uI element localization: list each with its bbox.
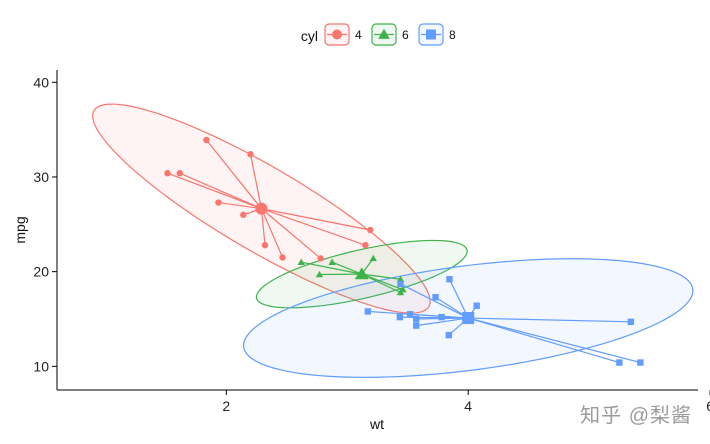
legend-item-4: 4 [324, 23, 362, 46]
segment-cyl-6 [331, 261, 363, 275]
legend-key-marker [426, 29, 436, 40]
segment-cyl-4 [218, 201, 262, 210]
point-cyl-4 [362, 241, 369, 249]
legend-item-6: 6 [371, 23, 409, 46]
segment-cyl-4 [261, 208, 366, 246]
point-cyl-4 [279, 254, 286, 261]
point-cyl-6 [297, 258, 305, 265]
segment-cyl-8 [468, 317, 620, 364]
point-cyl-8 [627, 318, 635, 326]
y-tick-label: 10 [33, 358, 49, 374]
segment-cyl-4 [261, 208, 371, 231]
segment-cyl-4 [261, 208, 322, 259]
segment-cyl-8 [367, 310, 469, 319]
segment-cyl-8 [448, 278, 469, 319]
y-tick-label: 20 [33, 264, 49, 280]
point-cyl-4 [247, 151, 254, 158]
y-tick-label: 40 [33, 74, 49, 90]
segment-cyl-4 [179, 172, 262, 210]
point-cyl-4 [240, 211, 247, 219]
watermark: 知乎 @梨酱 [580, 405, 692, 427]
legend-label: 8 [449, 28, 456, 42]
segment-cyl-6 [361, 273, 401, 294]
point-cyl-8 [473, 302, 480, 309]
point-cyl-8 [364, 308, 372, 315]
segment-cyl-8 [468, 317, 631, 323]
segment-cyl-8 [468, 317, 641, 364]
point-cyl-8 [637, 359, 644, 366]
point-cyl-4 [203, 136, 210, 144]
point-cyl-8 [438, 313, 445, 321]
segment-cyl-4 [260, 208, 266, 246]
y-axis-title: mpg [12, 216, 28, 243]
x-axis-title: wt [369, 416, 384, 432]
centroid-cyl-4 [255, 202, 268, 215]
x-tick-label: 2 [222, 398, 230, 414]
point-cyl-8 [616, 359, 623, 366]
point-cyl-8 [396, 313, 404, 321]
legend-key-marker [378, 28, 390, 39]
segment-cyl-6 [301, 261, 362, 275]
point-cyl-8 [406, 311, 414, 318]
point-cyl-6 [396, 288, 405, 296]
legend-key-marker [332, 29, 342, 40]
point-cyl-4 [164, 169, 171, 177]
segment-cyl-4 [249, 154, 262, 209]
segment-cyl-8 [416, 317, 469, 327]
point-cyl-8 [413, 322, 420, 329]
point-cyl-4 [176, 169, 183, 177]
legend-label: 4 [355, 28, 362, 42]
point-cyl-8 [445, 331, 453, 339]
point-cyl-6 [369, 254, 377, 262]
legend: cyl 4 6 8 [301, 23, 456, 46]
x-tick-label: 6 [706, 398, 710, 414]
point-cyl-8 [446, 276, 453, 283]
segment-cyl-4 [205, 139, 262, 209]
point-cyl-8 [432, 294, 439, 301]
segment-cyl-8 [400, 283, 469, 319]
legend-label: 6 [402, 28, 409, 42]
point-cyl-6 [315, 270, 324, 278]
legend-item-8: 8 [418, 23, 456, 46]
point-cyl-6 [328, 258, 336, 265]
axes: 2 4 6 10 20 30 40 wt mpg [12, 70, 710, 432]
legend-title: cyl [301, 28, 318, 44]
y-tick-label: 30 [33, 169, 49, 185]
point-cyl-4 [261, 241, 269, 249]
segment-cyl-6 [361, 273, 404, 291]
point-cyl-6 [396, 275, 405, 282]
segment-cyl-4 [167, 172, 262, 210]
point-cyl-4 [367, 226, 374, 234]
centroid-cyl-8 [462, 312, 475, 325]
point-cyl-8 [413, 315, 420, 323]
centroid-cyl-6 [354, 267, 369, 280]
segment-cyl-4 [260, 208, 284, 258]
point-cyl-4 [317, 255, 324, 262]
point-cyl-8 [397, 280, 404, 288]
x-tick-label: 4 [464, 398, 472, 414]
point-cyl-4 [215, 199, 222, 206]
segment-cyl-6 [361, 273, 401, 280]
